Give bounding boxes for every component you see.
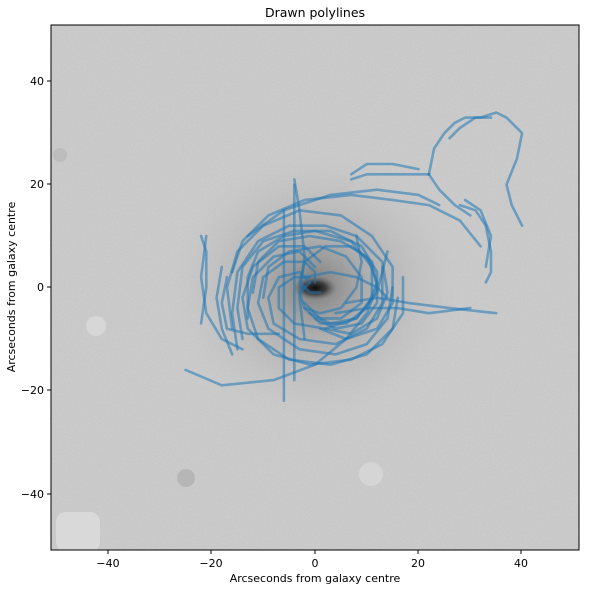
star-blob: [53, 148, 67, 162]
drawn-polyline-26: [349, 173, 431, 181]
drawn-polyline-15: [246, 188, 441, 238]
drawn-polyline-31: [448, 116, 493, 140]
drawn-polyline-19: [215, 265, 234, 356]
star-blob: [56, 512, 100, 550]
y-tick-label: −20: [21, 384, 44, 397]
star-blob: [177, 469, 195, 487]
y-tick-label: 20: [30, 178, 44, 191]
drawn-polyline-28: [349, 162, 420, 176]
star-blob: [359, 462, 383, 486]
x-tick-label: 20: [411, 557, 425, 570]
drawn-polyline-22: [292, 178, 306, 341]
x-tick-label: 40: [514, 557, 528, 570]
drawn-polyline-27: [427, 173, 472, 217]
x-tick-label: −40: [96, 557, 119, 570]
y-axis: 40 20 0 −20 −40 Arcseconds from galaxy c…: [5, 75, 51, 501]
star-blob: [86, 316, 106, 336]
x-axis: −40 −20 0 20 40 Arcseconds from galaxy c…: [96, 550, 528, 585]
galaxy-image: [51, 25, 579, 550]
y-tick-label: −40: [21, 488, 44, 501]
x-tick-label: 0: [312, 557, 319, 570]
drawn-polyline-30: [458, 203, 493, 284]
drawn-polyline-29: [427, 111, 524, 227]
polylines-layer: [184, 111, 524, 403]
drawn-polyline-32: [463, 198, 493, 269]
chart-title: Drawn polylines: [265, 5, 365, 20]
drawn-polyline-18: [199, 234, 208, 325]
x-axis-label: Arcseconds from galaxy centre: [230, 572, 401, 585]
drawn-polyline-16: [220, 275, 281, 336]
drawn-polyline-6: [256, 260, 394, 356]
drawn-polyline-24: [334, 306, 472, 315]
y-tick-label: 40: [30, 75, 44, 88]
drawn-polyline-8: [267, 265, 384, 346]
y-axis-label: Arcseconds from galaxy centre: [5, 201, 18, 372]
drawn-polyline-3: [225, 209, 394, 341]
x-tick-label: −20: [199, 557, 222, 570]
y-tick-label: 0: [37, 281, 44, 294]
drawn-polyline-25: [303, 270, 389, 300]
drawn-polyline-11: [261, 245, 363, 320]
